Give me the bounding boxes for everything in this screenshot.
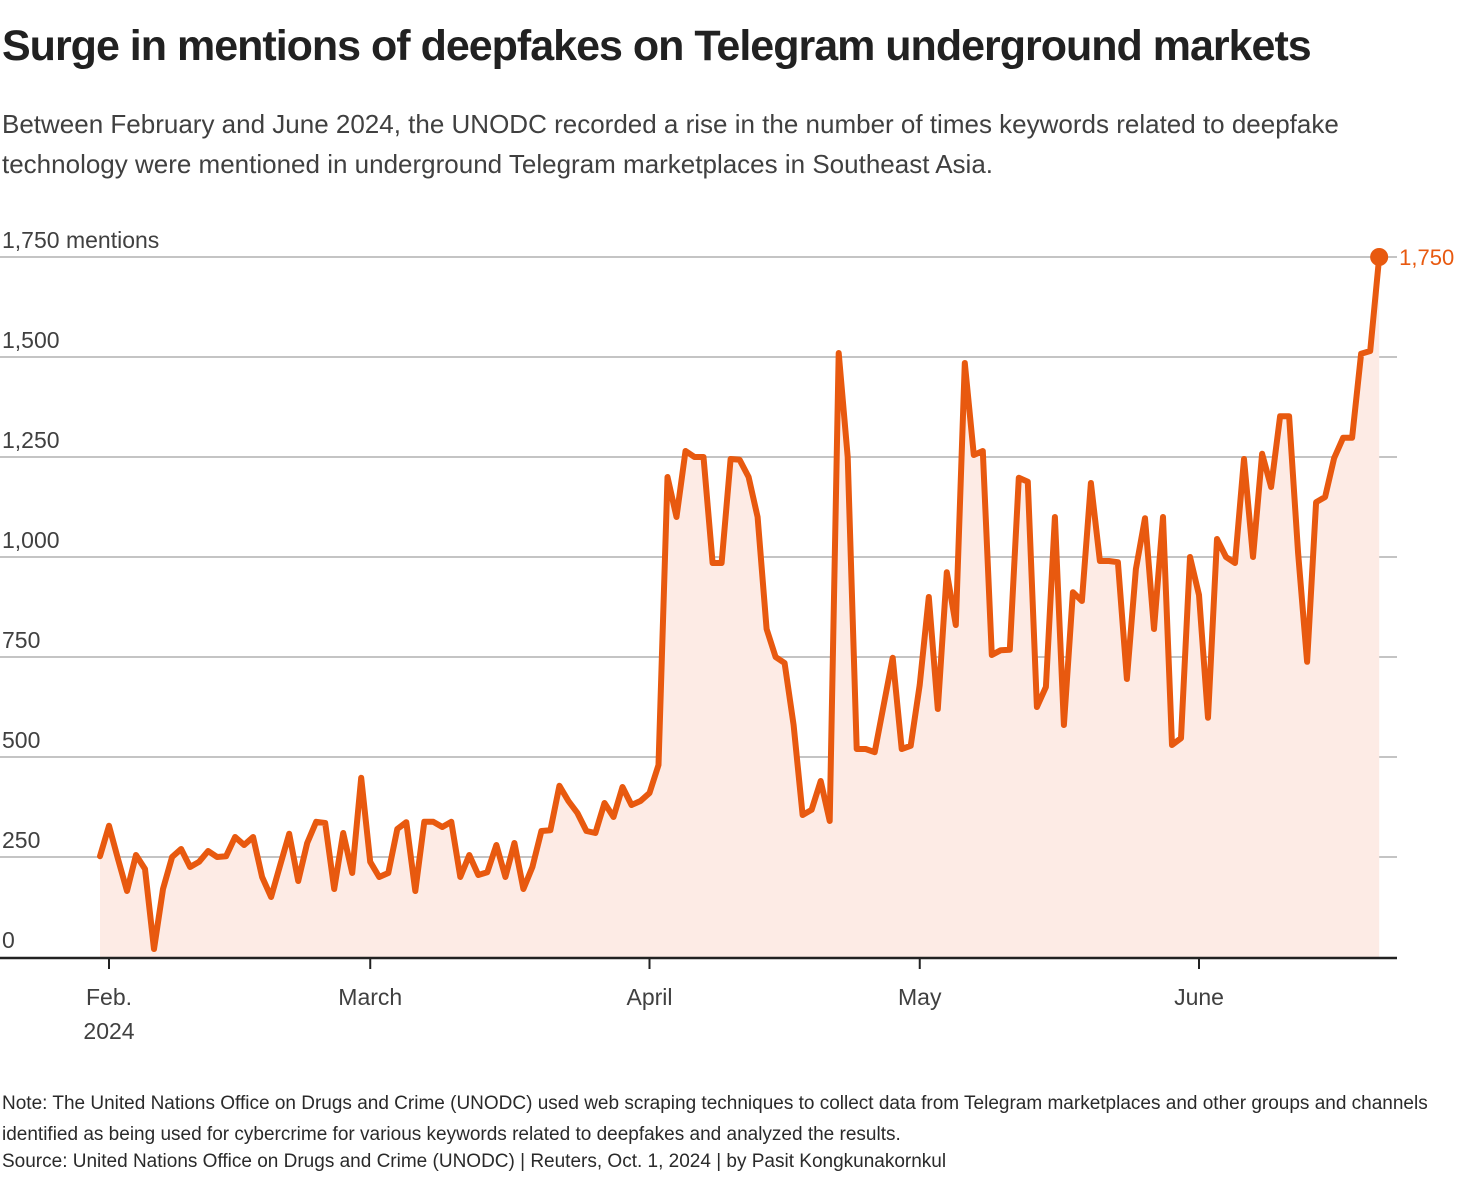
y-tick-label: 0	[2, 927, 15, 953]
footnote: Note: The United Nations Office on Drugs…	[2, 1093, 1428, 1145]
chart-title: Surge in mentions of deepfakes on Telegr…	[2, 22, 1312, 70]
y-tick-label: 1,500	[2, 327, 60, 353]
y-tick-label: 500	[2, 727, 40, 753]
x-axis-ticks: Feb. 2024 March April May June	[83, 959, 1224, 1044]
y-tick-label: 1,000	[2, 527, 60, 553]
x-tick-label: March	[338, 984, 402, 1010]
x-tick-label: Feb.	[86, 984, 132, 1010]
x-tick-label-year: 2024	[83, 1018, 134, 1044]
y-tick-label: 750	[2, 627, 40, 653]
y-tick-label: 1,250	[2, 427, 60, 453]
x-tick-label: April	[626, 984, 672, 1010]
area-fill	[100, 257, 1380, 957]
end-point-label: 1,750	[1399, 245, 1454, 270]
x-tick-label: June	[1174, 984, 1224, 1010]
series-line	[97, 254, 1383, 952]
end-point-marker	[1370, 248, 1389, 266]
chart-subtitle: Between February and June 2024, the UNOD…	[2, 109, 1339, 179]
source-line: Source: United Nations Office on Drugs a…	[2, 1151, 947, 1172]
y-tick-label: 1,750 mentions	[2, 227, 159, 253]
y-axis-labels: 0 250 500 750 1,000 1,250 1,500 1,750 mentions	[2, 227, 159, 953]
x-tick-label: May	[898, 984, 942, 1010]
y-tick-label: 250	[2, 827, 40, 853]
